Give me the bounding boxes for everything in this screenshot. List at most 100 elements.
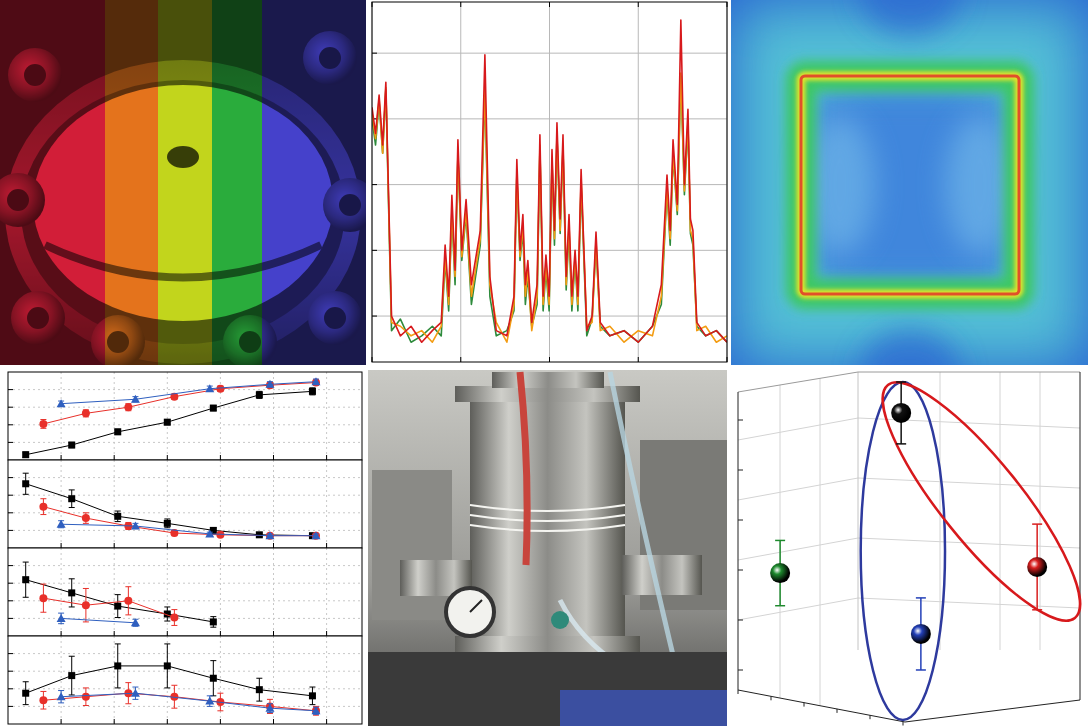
error-cap bbox=[69, 507, 75, 508]
marker bbox=[114, 428, 121, 435]
error-bar bbox=[69, 656, 75, 695]
series-line bbox=[372, 20, 727, 342]
marks bbox=[22, 473, 320, 539]
error-bar bbox=[40, 420, 46, 429]
error-cap bbox=[115, 687, 121, 688]
error-bar bbox=[210, 661, 216, 696]
marker bbox=[210, 405, 217, 412]
error-cap bbox=[309, 704, 315, 705]
tick bbox=[372, 53, 377, 54]
plot-bg bbox=[8, 372, 362, 460]
error-cap bbox=[125, 703, 131, 704]
marker bbox=[114, 603, 121, 610]
marker bbox=[170, 614, 178, 622]
series-line bbox=[61, 693, 316, 711]
error-cap bbox=[217, 710, 223, 711]
tick bbox=[220, 543, 221, 548]
color-band bbox=[0, 0, 105, 365]
chart bbox=[8, 372, 362, 460]
tick bbox=[167, 631, 168, 636]
marker bbox=[131, 395, 140, 403]
grid-line bbox=[326, 460, 327, 548]
error-bar bbox=[164, 420, 170, 425]
marker bbox=[82, 409, 90, 417]
wall-grid bbox=[738, 538, 858, 560]
grid-line bbox=[372, 184, 727, 185]
map-bg bbox=[731, 0, 1088, 365]
error-bar bbox=[309, 687, 315, 705]
grid-line bbox=[167, 636, 168, 724]
error-cap bbox=[40, 498, 46, 499]
error-cap bbox=[23, 704, 29, 705]
error-cap bbox=[775, 540, 785, 542]
marker bbox=[131, 522, 140, 530]
grid-line bbox=[220, 548, 221, 636]
tick bbox=[8, 530, 13, 531]
marker bbox=[57, 692, 66, 700]
tick bbox=[273, 543, 274, 548]
plot-bg bbox=[372, 2, 727, 362]
error-bar bbox=[69, 442, 75, 447]
marker bbox=[164, 662, 171, 669]
tick bbox=[61, 719, 62, 724]
error-cap bbox=[58, 613, 64, 614]
box-tick bbox=[738, 570, 743, 571]
marker bbox=[131, 618, 140, 626]
grid-line bbox=[8, 477, 362, 478]
error-cap bbox=[125, 614, 131, 615]
grid-line bbox=[273, 548, 274, 636]
marker bbox=[205, 697, 214, 705]
error-cap bbox=[164, 621, 170, 622]
ellipse bbox=[857, 360, 1088, 643]
error-cap bbox=[256, 678, 262, 679]
error-cap bbox=[23, 681, 29, 682]
grid-line bbox=[8, 706, 362, 707]
error-cap bbox=[309, 687, 315, 688]
marker bbox=[39, 696, 47, 704]
error-bar bbox=[164, 644, 170, 688]
error-cap bbox=[210, 660, 216, 661]
marker bbox=[309, 388, 316, 395]
error-cap bbox=[916, 669, 926, 671]
photo-bg bbox=[0, 0, 366, 365]
grid-line bbox=[8, 565, 362, 566]
tick bbox=[8, 442, 13, 443]
error-cap bbox=[40, 514, 46, 515]
box-tick bbox=[738, 420, 743, 421]
tick bbox=[61, 631, 62, 636]
error-bar bbox=[23, 682, 29, 705]
box-tick bbox=[738, 670, 743, 671]
edge bbox=[801, 76, 1019, 294]
tick bbox=[114, 631, 115, 636]
error-cap bbox=[164, 518, 170, 519]
marker bbox=[22, 576, 29, 583]
marker bbox=[82, 693, 90, 701]
marks bbox=[372, 20, 727, 342]
error-cap bbox=[83, 687, 89, 688]
box-tick bbox=[738, 620, 743, 621]
tick bbox=[114, 455, 115, 460]
tick bbox=[326, 455, 327, 460]
error-cap bbox=[83, 512, 89, 513]
marker bbox=[256, 391, 263, 398]
marker bbox=[205, 529, 214, 537]
error-cap bbox=[132, 687, 138, 688]
apparatus-photo bbox=[368, 370, 727, 726]
tick bbox=[8, 477, 13, 478]
tick bbox=[8, 407, 13, 408]
tick bbox=[220, 719, 221, 724]
error-cap bbox=[171, 625, 177, 626]
wall-grid bbox=[738, 478, 858, 500]
error-cap bbox=[69, 606, 75, 607]
wall-grid bbox=[858, 598, 1080, 608]
error-bar bbox=[40, 499, 46, 515]
tick bbox=[220, 631, 221, 636]
color-tint bbox=[105, 0, 158, 365]
wall-grid bbox=[1000, 372, 1001, 650]
error-cap bbox=[83, 588, 89, 589]
plot-frame bbox=[8, 636, 362, 724]
marker bbox=[124, 597, 132, 605]
error-cap bbox=[313, 715, 319, 716]
marker bbox=[256, 686, 263, 693]
tick bbox=[8, 389, 13, 390]
